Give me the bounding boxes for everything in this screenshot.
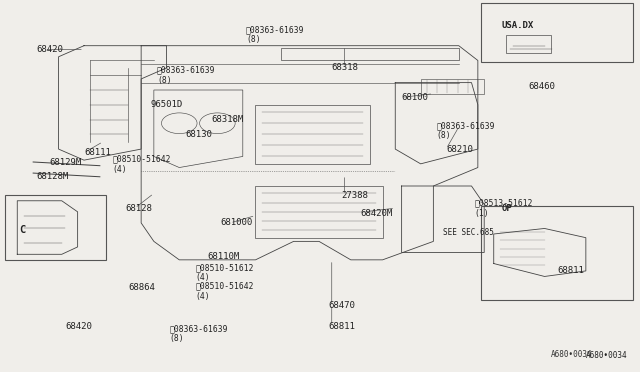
Bar	[481, 3, 634, 62]
Text: 681000: 681000	[221, 218, 253, 227]
Text: 68128: 68128	[125, 203, 152, 213]
Text: 68420: 68420	[36, 45, 63, 54]
Bar	[481, 206, 634, 301]
Text: 68128M: 68128M	[36, 172, 68, 181]
Text: 68811: 68811	[328, 322, 355, 331]
Text: Ⓢ08510-51642
(4): Ⓢ08510-51642 (4)	[113, 154, 171, 174]
Text: 27388: 27388	[341, 191, 368, 200]
Text: Ⓢ08363-61639
(8): Ⓢ08363-61639 (8)	[246, 25, 305, 44]
Text: 68318: 68318	[332, 63, 358, 72]
Text: 68110M: 68110M	[208, 251, 240, 261]
Text: Ⓢ08363-61639
(8): Ⓢ08363-61639 (8)	[157, 65, 216, 85]
Text: Ⓢ08363-61639
(8): Ⓢ08363-61639 (8)	[170, 324, 228, 343]
Text: 68111: 68111	[84, 148, 111, 157]
Text: SEE SEC.685: SEE SEC.685	[443, 228, 494, 237]
Text: Ⓢ08363-61639
(8): Ⓢ08363-61639 (8)	[436, 121, 495, 140]
Text: Ⓢ08510-51642
(4): Ⓢ08510-51642 (4)	[195, 282, 253, 301]
Text: 68210: 68210	[446, 145, 473, 154]
Text: 68100: 68100	[402, 93, 429, 102]
Bar	[255, 186, 383, 238]
Text: 68420: 68420	[65, 322, 92, 331]
Bar	[420, 79, 484, 94]
Bar	[506, 35, 551, 53]
Bar	[281, 48, 459, 61]
Bar	[255, 105, 370, 164]
Text: 68811: 68811	[557, 266, 584, 275]
Text: 68130: 68130	[186, 130, 212, 139]
Text: 68864: 68864	[129, 283, 156, 292]
Text: Ⓢ08510-51612
(4): Ⓢ08510-51612 (4)	[195, 263, 253, 282]
Text: A680•0034: A680•0034	[550, 350, 592, 359]
Bar	[4, 195, 106, 260]
Text: 96501D: 96501D	[150, 100, 183, 109]
Text: A680•0034: A680•0034	[586, 351, 627, 360]
Text: C: C	[19, 225, 26, 235]
Text: 68129M: 68129M	[49, 157, 81, 167]
Text: 68420M: 68420M	[360, 209, 392, 218]
Text: OP: OP	[502, 203, 513, 213]
Text: Ⓢ08513-51612
(1): Ⓢ08513-51612 (1)	[475, 198, 533, 218]
Text: 68318M: 68318M	[211, 115, 243, 124]
Text: 68460: 68460	[529, 82, 556, 91]
Text: USA.DX: USA.DX	[502, 21, 534, 30]
Text: 68470: 68470	[328, 301, 355, 311]
